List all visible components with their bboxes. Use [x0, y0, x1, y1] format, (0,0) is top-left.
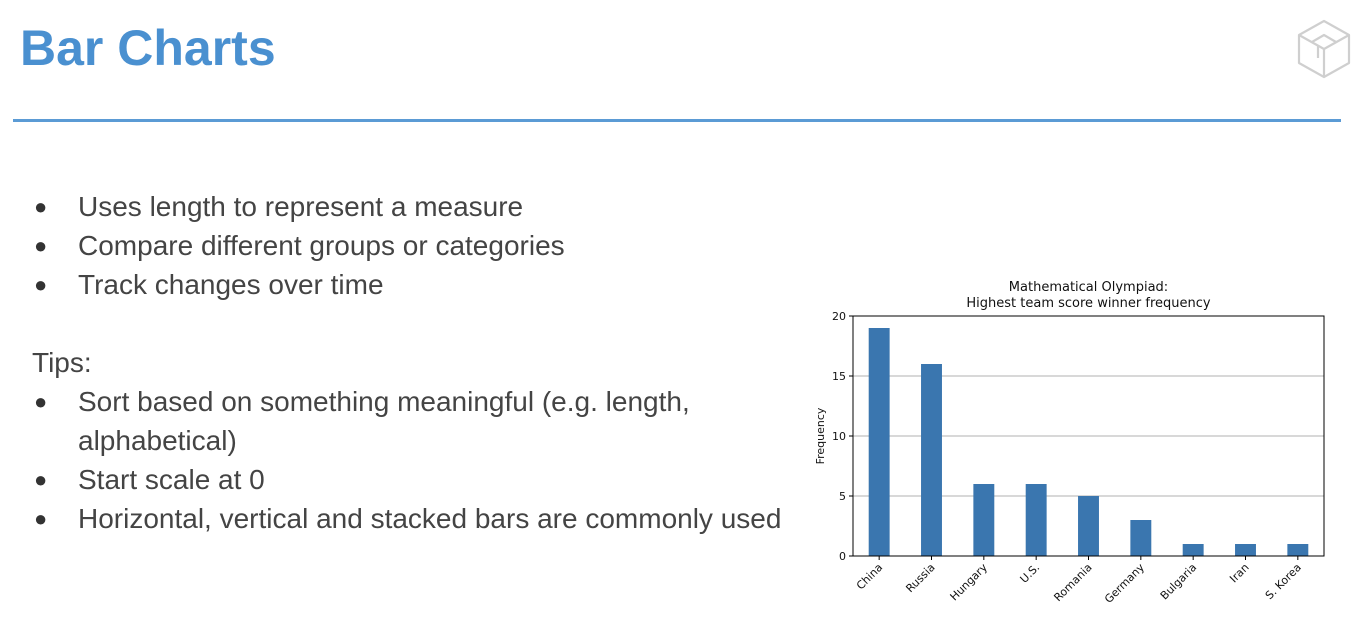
y-tick-label: 10: [832, 430, 846, 443]
bar-chart: Mathematical Olympiad: Highest team score…: [800, 272, 1340, 632]
x-tick-label: Germany: [1102, 561, 1147, 606]
chart-title-line: Mathematical Olympiad:: [1009, 280, 1168, 295]
bullet-item: ● Track changes over time: [32, 265, 792, 304]
x-tick-label: Hungary: [948, 561, 991, 604]
bar-s-korea: [1287, 544, 1309, 556]
title-divider: [13, 119, 1341, 122]
bar-iran: [1235, 544, 1256, 556]
bullet-item: ● Uses length to represent a measure: [32, 187, 792, 226]
bar-chart-svg: Mathematical Olympiad:Highest team score…: [814, 280, 1325, 606]
tip-text: Start scale at 0: [78, 464, 265, 495]
x-tick-label: U.S.: [1018, 561, 1043, 586]
bar-china: [868, 328, 890, 556]
main-bullet-list: ● Uses length to represent a measure ● Com…: [32, 187, 792, 304]
tips-label: Tips:: [32, 347, 92, 378]
bullet-text: Compare different groups or categories: [78, 230, 565, 261]
y-tick-label: 15: [832, 370, 846, 383]
x-tick-label: S. Korea: [1263, 561, 1304, 602]
bar-hungary: [973, 484, 995, 556]
bar-romania: [1078, 496, 1099, 556]
bullet-dot-icon: ●: [34, 233, 48, 258]
tip-text: Horizontal, vertical and stacked bars ar…: [78, 503, 782, 534]
tip-text: Sort based on something meaningful (e.g.…: [78, 386, 690, 456]
chart-title-line: Highest team score winner frequency: [966, 296, 1211, 311]
x-tick-label: Romania: [1051, 561, 1094, 604]
cube-logo-icon: [1296, 18, 1352, 80]
bar-bulgaria: [1182, 544, 1204, 556]
y-tick-label: 0: [839, 550, 846, 563]
x-tick-label: China: [854, 561, 885, 592]
bar-germany: [1130, 520, 1152, 556]
bullet-dot-icon: ●: [34, 389, 48, 414]
tip-item: ● Horizontal, vertical and stacked bars a…: [32, 499, 792, 538]
bullet-item: ● Compare different groups or categories: [32, 226, 792, 265]
y-axis-label: Frequency: [814, 407, 827, 464]
x-tick-label: Iran: [1227, 561, 1251, 585]
bar-russia: [921, 364, 942, 556]
bullet-dot-icon: ●: [34, 272, 48, 297]
bullet-text: Track changes over time: [78, 269, 384, 300]
y-tick-label: 5: [839, 490, 846, 503]
tips-bullet-list: ● Sort based on something meaningful (e.g…: [32, 382, 792, 538]
bullet-text: Uses length to represent a measure: [78, 191, 524, 222]
x-tick-label: Bulgaria: [1158, 561, 1199, 602]
bullet-dot-icon: ●: [34, 467, 48, 492]
tip-item: ● Start scale at 0: [32, 460, 792, 499]
tip-item: ● Sort based on something meaningful (e.g…: [32, 382, 792, 460]
x-tick-label: Russia: [903, 561, 937, 595]
bar-u-s: [1025, 484, 1047, 556]
bullet-dot-icon: ●: [34, 194, 48, 219]
slide-title: Bar Charts: [20, 20, 276, 76]
bullet-dot-icon: ●: [34, 506, 48, 531]
y-tick-label: 20: [832, 310, 846, 323]
